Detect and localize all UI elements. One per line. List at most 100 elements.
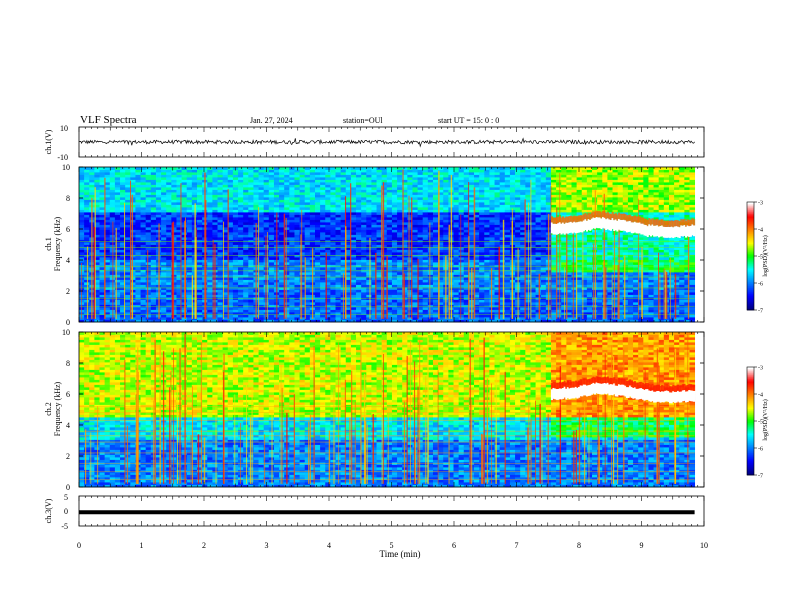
spectrogram-cell xyxy=(207,182,213,185)
spectrogram-cell xyxy=(366,299,372,303)
spectrogram-cell xyxy=(84,234,90,238)
spectrogram-cell xyxy=(186,279,193,283)
spectrogram-cell xyxy=(79,177,85,180)
spectrogram-cell xyxy=(320,244,326,248)
spectrogram-cell xyxy=(125,244,131,248)
spectrogram-cell xyxy=(299,209,306,213)
spectrogram-cell xyxy=(217,209,224,213)
spectrogram-cell xyxy=(484,239,490,243)
spectrogram-cell xyxy=(161,249,167,253)
spectrogram-cell xyxy=(335,272,342,275)
spectrogram-cell xyxy=(453,199,460,203)
spectrogram-cell xyxy=(135,309,141,313)
spectrogram-cell xyxy=(427,234,434,238)
spectrogram-cell xyxy=(222,204,229,208)
spectrogram-cell xyxy=(407,292,413,295)
spectrogram-cell xyxy=(443,204,449,208)
spectrogram-cell xyxy=(489,292,495,295)
spectrogram-cell xyxy=(422,187,429,190)
spectrogram-cell xyxy=(468,244,475,248)
spectrogram-cell xyxy=(366,274,372,278)
spectrogram-cell xyxy=(484,219,490,223)
spectrogram-cell xyxy=(171,174,177,178)
spectrogram-cell xyxy=(386,204,393,208)
spectrogram-cell xyxy=(371,314,377,318)
spectrogram-cell xyxy=(381,244,388,248)
spectrogram-cell xyxy=(171,232,177,235)
spectrogram-cell xyxy=(263,172,270,175)
spectrogram-cell xyxy=(474,229,480,233)
spectrogram-cell xyxy=(386,304,393,308)
spectrogram-cell xyxy=(84,249,90,253)
spectrogram-cell xyxy=(417,187,424,190)
spectrogram-cell xyxy=(84,259,90,263)
spectrogram-cell xyxy=(89,307,95,310)
spectrogram-cell xyxy=(453,207,460,210)
spectrogram-cell xyxy=(386,172,393,175)
spectrogram-cell xyxy=(391,259,398,263)
spectrogram-cell xyxy=(484,262,490,265)
spectrogram-cell xyxy=(309,232,316,235)
spectrogram-cell xyxy=(325,177,331,180)
spectrogram-cell xyxy=(371,197,377,200)
spectrogram-cell xyxy=(84,174,90,178)
spectrogram-cell xyxy=(350,272,357,275)
spectrogram-cell xyxy=(484,232,490,235)
spectrogram-cell xyxy=(268,274,275,278)
spectrogram-cell xyxy=(320,272,326,275)
spectrogram-cell xyxy=(458,252,465,255)
spectrogram-cell xyxy=(458,167,465,170)
spectrogram-cell xyxy=(484,194,490,198)
spectrogram-cell xyxy=(258,167,265,170)
spectrogram-cell xyxy=(458,189,465,193)
spectrogram-cell xyxy=(279,169,285,173)
spectrogram-cell xyxy=(79,259,85,263)
spectrogram-cell xyxy=(279,252,285,255)
spectrogram-cell xyxy=(161,214,167,218)
spectrogram-cell xyxy=(248,207,254,210)
spectrogram-cell xyxy=(463,172,470,175)
spectrogram-cell xyxy=(258,224,265,228)
spectrogram-cell xyxy=(479,169,485,173)
spectrogram-cell xyxy=(412,232,418,235)
spectrogram-cell xyxy=(350,284,357,288)
spectrogram-cell xyxy=(145,274,152,278)
spectrogram-cell xyxy=(140,227,147,230)
spectrogram-cell xyxy=(84,274,90,278)
spectrogram-cell xyxy=(427,239,434,243)
spectrogram-cell xyxy=(320,262,326,265)
spectrogram-cell xyxy=(171,197,177,200)
spectrogram-cell xyxy=(243,182,249,185)
spectrogram-cell xyxy=(345,224,352,228)
spectrogram-cell xyxy=(166,287,172,290)
spectrogram-cell xyxy=(345,229,352,233)
spectrogram-cell xyxy=(120,257,126,260)
spectrogram-cell xyxy=(279,282,285,285)
spectrogram-cell xyxy=(304,257,311,260)
spectrogram-cell xyxy=(304,277,311,280)
spectrogram-cell xyxy=(325,192,331,195)
spectrogram-cell xyxy=(422,209,429,213)
spectrogram-cell xyxy=(330,294,336,298)
spectrogram-cell xyxy=(212,192,218,195)
spectrogram-cell xyxy=(120,229,126,233)
spectrogram-cell xyxy=(104,232,111,235)
spectrogram-cell xyxy=(217,279,224,283)
spectrogram-cell xyxy=(135,217,141,220)
spectrogram-cell xyxy=(227,302,234,305)
spectrogram-cell xyxy=(120,302,126,305)
spectrogram-cell xyxy=(340,219,347,223)
spectrogram-cell xyxy=(130,192,136,195)
spectrogram-cell xyxy=(135,262,141,265)
spectrogram-cell xyxy=(407,184,413,188)
spectrogram-cell xyxy=(320,289,326,293)
spectrogram-cell xyxy=(299,317,306,320)
spectrogram-cell xyxy=(453,197,460,200)
spectrogram-cell xyxy=(94,237,100,240)
spectrogram-cell xyxy=(407,284,413,288)
spectrogram-cell xyxy=(453,182,460,185)
spectrogram-cell xyxy=(381,247,388,250)
spectrogram-cell xyxy=(468,234,475,238)
spectrogram-cell xyxy=(186,222,193,225)
spectrogram-cell xyxy=(135,317,141,320)
